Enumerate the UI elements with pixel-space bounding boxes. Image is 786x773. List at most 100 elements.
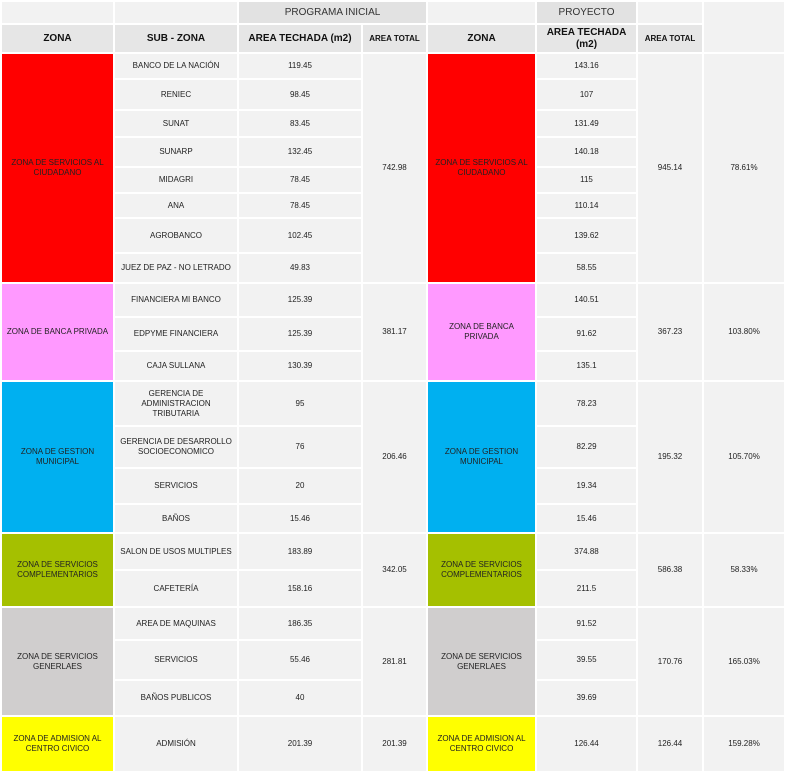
subzone-cell: SUNARP — [115, 138, 237, 166]
area-techada-cell: 55.46 — [239, 641, 361, 679]
area-techada-project-cell: 82.29 — [537, 427, 637, 467]
col-header-area-techada-project: AREA TECHADA (m2) — [537, 25, 637, 52]
col-header-area-techada: AREA TECHADA (m2) — [239, 25, 361, 52]
zone-label-project: ZONA DE SERVICIOS AL CIUDADANO — [428, 54, 536, 282]
area-techada-project-cell: 140.51 — [537, 284, 637, 316]
table-row: BAÑOS PUBLICOS 40 39.69 — [2, 681, 784, 715]
area-techada-cell: 83.45 — [239, 111, 361, 136]
zone-label: ZONA DE SERVICIOS AL CIUDADANO — [2, 54, 113, 282]
area-techada-project-cell: 78.23 — [537, 382, 637, 425]
subzone-cell: AGROBANCO — [115, 219, 237, 252]
area-techada-project-cell: 131.49 — [537, 111, 637, 136]
blank-cell — [115, 2, 237, 23]
area-techada-project-cell: 107 — [537, 80, 637, 109]
area-techada-cell: 95 — [239, 382, 361, 425]
col-header-area-total: AREA TOTAL — [363, 25, 427, 52]
table-row: ZONA DE SERVICIOS GENERLAES AREA DE MAQUI… — [2, 608, 785, 715]
area-techada-project-cell: 115 — [537, 168, 637, 192]
area-techada-cell: 15.46 — [239, 505, 361, 532]
area-techada-cell: 201.39 — [239, 717, 361, 771]
area-techada-project-cell: 126.44 — [537, 717, 637, 771]
subzone-cell: GERENCIA DE DESARROLLO SOCIOECONOMICO — [115, 427, 237, 467]
area-techada-project-cell: 140.18 — [537, 138, 637, 166]
area-total-project-cell: 195.32 — [638, 382, 703, 532]
area-total-cell: 742.98 — [363, 54, 427, 282]
area-techada-cell: 183.89 — [239, 534, 361, 569]
area-techada-cell: 98.45 — [239, 80, 361, 109]
table-row: AGROBANCO 102.45 139.62 — [2, 219, 784, 252]
area-total-cell: 381.17 — [363, 284, 427, 380]
subzone-cell: AREA DE MAQUINAS — [115, 608, 237, 639]
table-row: GERENCIA DE DESARROLLO SOCIOECONOMICO 76 8… — [2, 427, 784, 467]
area-techada-cell: 40 — [239, 681, 361, 715]
table-row: JUEZ DE PAZ - NO LETRADO 49.83 58.55 — [2, 254, 784, 282]
area-total-project-cell: 170.76 — [638, 608, 703, 715]
area-techada-cell: 78.45 — [239, 168, 361, 192]
area-techada-project-cell: 110.14 — [537, 194, 637, 217]
table-body: ZONA DE SERVICIOS AL CIUDADANO BANCO DE L… — [2, 54, 785, 771]
area-techada-cell: 20 — [239, 469, 361, 503]
area-total-project-cell: 367.23 — [638, 284, 703, 380]
subzone-cell: ADMISIÓN — [115, 717, 237, 771]
subzone-cell: EDPYME FINANCIERA — [115, 318, 237, 350]
table-row: CAFETERÍA 158.16 211.5 — [2, 571, 784, 606]
col-header-area-total-project: AREA TOTAL — [638, 25, 703, 52]
subzone-cell: GERENCIA DE ADMINISTRACION TRIBUTARIA — [115, 382, 237, 425]
column-header-row: ZONA SUB - ZONA AREA TECHADA (m2) AREA T… — [2, 25, 784, 52]
percent-cell: 105.70% — [704, 382, 785, 532]
subzone-cell: BANCO DE LA NACIÓN — [115, 54, 237, 78]
subzone-cell: JUEZ DE PAZ - NO LETRADO — [115, 254, 237, 282]
table-row: SERVICIOS 55.46 39.55 — [2, 641, 784, 679]
zone-label: ZONA DE BANCA PRIVADA — [2, 284, 113, 380]
subzone-cell: SUNAT — [115, 111, 237, 136]
subzone-cell: SALON DE USOS MULTIPLES — [115, 534, 237, 569]
group-header-row: PROGRAMA INICIAL PROYECTO — [2, 2, 785, 52]
area-techada-project-cell: 39.55 — [537, 641, 637, 679]
table-row: RENIEC 98.45 107 — [2, 80, 784, 109]
col-header-subzona: SUB - ZONA — [115, 25, 237, 52]
table-row: ZONA DE SERVICIOS COMPLEMENTARIOS SALON D… — [2, 534, 785, 606]
area-techada-project-cell: 374.88 — [537, 534, 637, 569]
area-techada-project-cell: 15.46 — [537, 505, 637, 532]
area-total-cell: 342.05 — [363, 534, 427, 606]
table-row: SUNARP 132.45 140.18 — [2, 138, 784, 166]
area-total-cell: 206.46 — [363, 382, 427, 532]
area-techada-cell: 78.45 — [239, 194, 361, 217]
area-techada-project-cell: 39.69 — [537, 681, 637, 715]
area-total-cell: 201.39 — [363, 717, 427, 771]
group-header-initial: PROGRAMA INICIAL — [239, 2, 427, 23]
area-techada-project-cell: 91.52 — [537, 608, 637, 639]
area-techada-cell: 125.39 — [239, 318, 361, 350]
table-row: ZONA DE GESTION MUNICIPAL GERENCIA DE ADM… — [2, 382, 785, 532]
zone-label-project: ZONA DE SERVICIOS GENERLAES — [428, 608, 536, 715]
blank-cell — [428, 2, 536, 23]
area-techada-project-cell: 139.62 — [537, 219, 637, 252]
area-techada-cell: 125.39 — [239, 284, 361, 316]
table-row: ZONA DE ADMISION AL CENTRO CIVICO ADMISIÓ… — [2, 717, 785, 771]
area-techada-project-cell: 211.5 — [537, 571, 637, 606]
area-techada-cell: 130.39 — [239, 352, 361, 380]
subzone-cell: SERVICIOS — [115, 641, 237, 679]
subzone-cell: CAJA SULLANA — [115, 352, 237, 380]
blank-corner-cell — [704, 2, 785, 52]
area-techada-cell: 76 — [239, 427, 361, 467]
area-techada-cell: 49.83 — [239, 254, 361, 282]
zone-label-project: ZONA DE ADMISION AL CENTRO CIVICO — [428, 717, 536, 771]
zone-label: ZONA DE GESTION MUNICIPAL — [2, 382, 113, 532]
subzone-cell: FINANCIERA MI BANCO — [115, 284, 237, 316]
area-techada-cell: 119.45 — [239, 54, 361, 78]
blank-cell — [638, 2, 703, 23]
subzone-cell: ANA — [115, 194, 237, 217]
percent-cell: 78.61% — [704, 54, 785, 282]
percent-cell: 58.33% — [704, 534, 785, 606]
area-techada-cell: 186.35 — [239, 608, 361, 639]
col-header-zona: ZONA — [2, 25, 113, 52]
table-row: SERVICIOS 20 19.34 — [2, 469, 784, 503]
percent-cell: 159.28% — [704, 717, 785, 771]
subzone-cell: RENIEC — [115, 80, 237, 109]
zone-label: ZONA DE ADMISION AL CENTRO CIVICO — [2, 717, 113, 771]
area-techada-cell: 132.45 — [239, 138, 361, 166]
area-techada-cell: 102.45 — [239, 219, 361, 252]
area-techada-project-cell: 143.16 — [537, 54, 637, 78]
percent-cell: 165.03% — [704, 608, 785, 715]
